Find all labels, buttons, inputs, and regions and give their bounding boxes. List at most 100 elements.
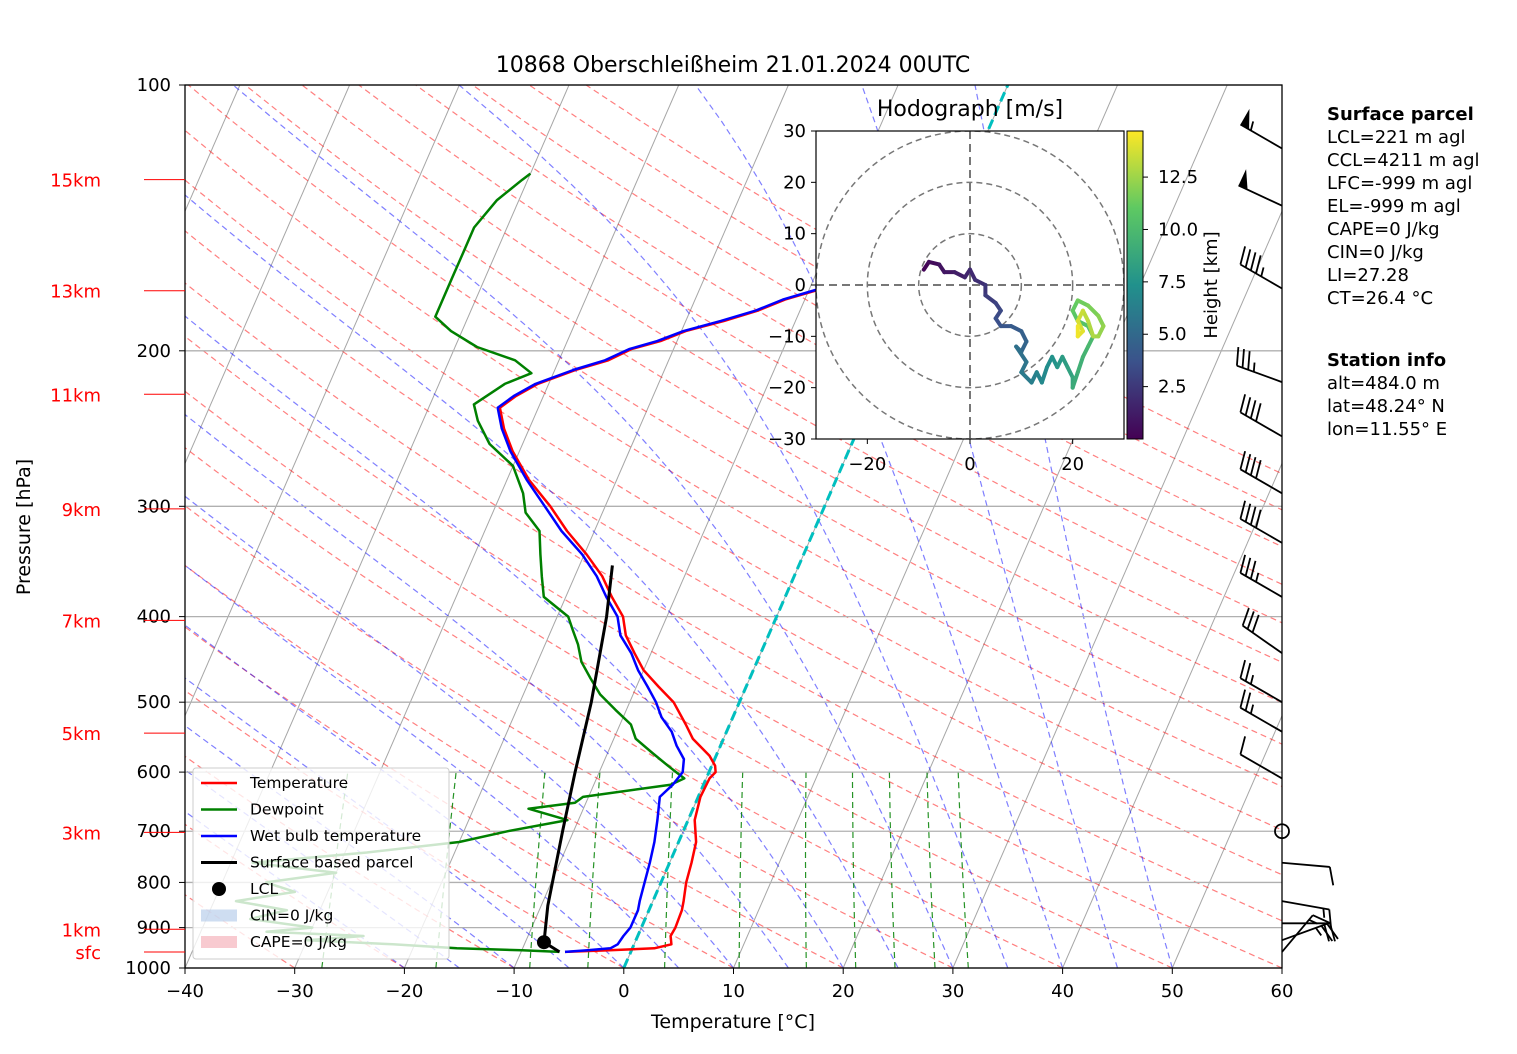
dry-adiabat-line [185,335,1282,968]
dry-adiabat-line [185,129,1282,788]
barb-staff [1242,624,1283,654]
isotherm-line [403,85,789,968]
pressure-tick-label: 200 [137,341,171,362]
station-info: Station info alt=484.0 m lat=48.24° N lo… [1327,349,1447,441]
barb-staff [1238,184,1283,207]
height-tick-label: 11km [50,385,101,406]
wind-barbs [1235,108,1339,953]
barb-pennant [1238,169,1248,190]
hodograph-segment [983,293,998,305]
legend-area-swatch [201,909,237,922]
hodograph-segment [1019,370,1034,385]
moist-adiabat-line [974,85,1173,968]
dry-adiabat-line [185,446,1063,968]
pressure-tick-label: 700 [137,821,171,842]
colorbar-label: Height [km] [1201,231,1222,338]
legend-label: LCL [250,880,278,898]
height-tick-label: 13km [50,282,101,303]
barb-staff [1239,753,1283,780]
x-tick-label: 60 [1271,981,1294,1002]
dry-adiabat-line [185,390,1173,968]
barb-flag [1244,662,1252,682]
el-value: EL=-999 m agl [1327,196,1461,217]
hodograph-y-tick-label: 10 [783,224,806,245]
barb-flag [1312,914,1331,924]
height-tick-label: 5km [62,724,101,745]
hodograph-y-tick-label: 0 [795,275,806,296]
calm-wind-circle [1274,823,1290,840]
isotherm-line [185,85,460,718]
barb-staff [1239,468,1283,495]
barb-flag [1239,450,1246,470]
legend: Temperature Dewpoint Wet bulb temperature S… [192,767,450,960]
legend-label: Temperature [249,774,348,792]
legend-box [192,767,450,960]
legend-lcl-swatch [212,882,226,896]
x-tick-label: −20 [385,981,423,1002]
barb-staff [1236,364,1283,383]
barb-flag [1249,560,1257,580]
barb-flag [1244,453,1252,473]
pressure-tick-label: 100 [137,75,171,96]
barb-flag [1249,252,1257,271]
hodograph: Hodograph [m/s] −20 0 20 30 20 10 0 −10 −20 −30 2… [768,97,1222,475]
legend-label: CAPE=0 J/kg [250,933,347,951]
barb-flag [1244,557,1252,577]
wind-barb [1274,823,1290,840]
barb-flag [1244,397,1252,416]
station-altitude: alt=484.0 m [1327,373,1440,394]
wind-barb [1241,607,1283,654]
height-tick-label: 3km [62,823,101,844]
barb-staff [1239,572,1283,598]
pressure-tick-label: 400 [137,607,171,628]
isotherm-line [952,209,1282,968]
hodograph-y-tick-label: −10 [768,326,806,347]
dry-adiabat-line [185,505,954,968]
barb-flag [1244,249,1252,268]
station-latitude: lat=48.24° N [1327,396,1445,417]
height-tick-label: sfc [75,943,101,964]
moist-adiabat-line [185,624,625,968]
hodograph-segment [1070,370,1080,390]
x-tick-label: 10 [722,981,745,1002]
mixing-ratio-line [851,772,857,968]
hodograph-segment [1086,303,1101,318]
hodograph-y-tick-label: 20 [783,172,806,193]
height-tick-label: 15km [50,171,101,192]
wind-barb [1239,689,1283,733]
wind-barb [1281,914,1331,953]
colorbar-tick-label: 5.0 [1158,324,1187,345]
hodograph-segment [1075,354,1085,375]
colorbar-tick-label: 7.5 [1158,272,1187,293]
barb-pennant [1240,108,1250,130]
cin-value: CIN=0 J/kg [1327,242,1424,263]
height-tick-label: 9km [62,500,101,521]
wind-barb [1239,659,1283,703]
hodograph-x-tick-label: −20 [848,454,886,475]
legend-label: Dewpoint [250,801,324,819]
dry-adiabat-line [244,85,1282,704]
height-tick-label: 7km [62,611,101,632]
wind-barb [1239,246,1283,290]
barb-flag [1255,255,1262,274]
barb-half-flag [1249,674,1255,685]
hodograph-ring [917,232,1023,338]
moist-adiabat-line [185,315,844,968]
barb-flag [1249,506,1257,526]
moist-adiabat-line [232,85,954,968]
hodograph-x-tick-label: 0 [964,454,975,475]
mixing-ratio-line [738,772,744,968]
barb-flag [1239,736,1246,755]
barb-flag [1239,246,1246,265]
colorbar-tick-label: 12.5 [1158,167,1198,188]
barb-flag [1326,923,1339,940]
barb-staff [1239,123,1283,150]
ct-value: CT=26.4 °C [1327,288,1434,309]
isotherm-line [185,85,351,465]
moist-adiabat-line [458,85,1009,968]
barb-flag [1251,614,1260,633]
station-info-heading: Station info [1327,350,1447,371]
x-axis-label: Temperature [°C] [650,1011,815,1033]
colorbar [1126,130,1144,440]
